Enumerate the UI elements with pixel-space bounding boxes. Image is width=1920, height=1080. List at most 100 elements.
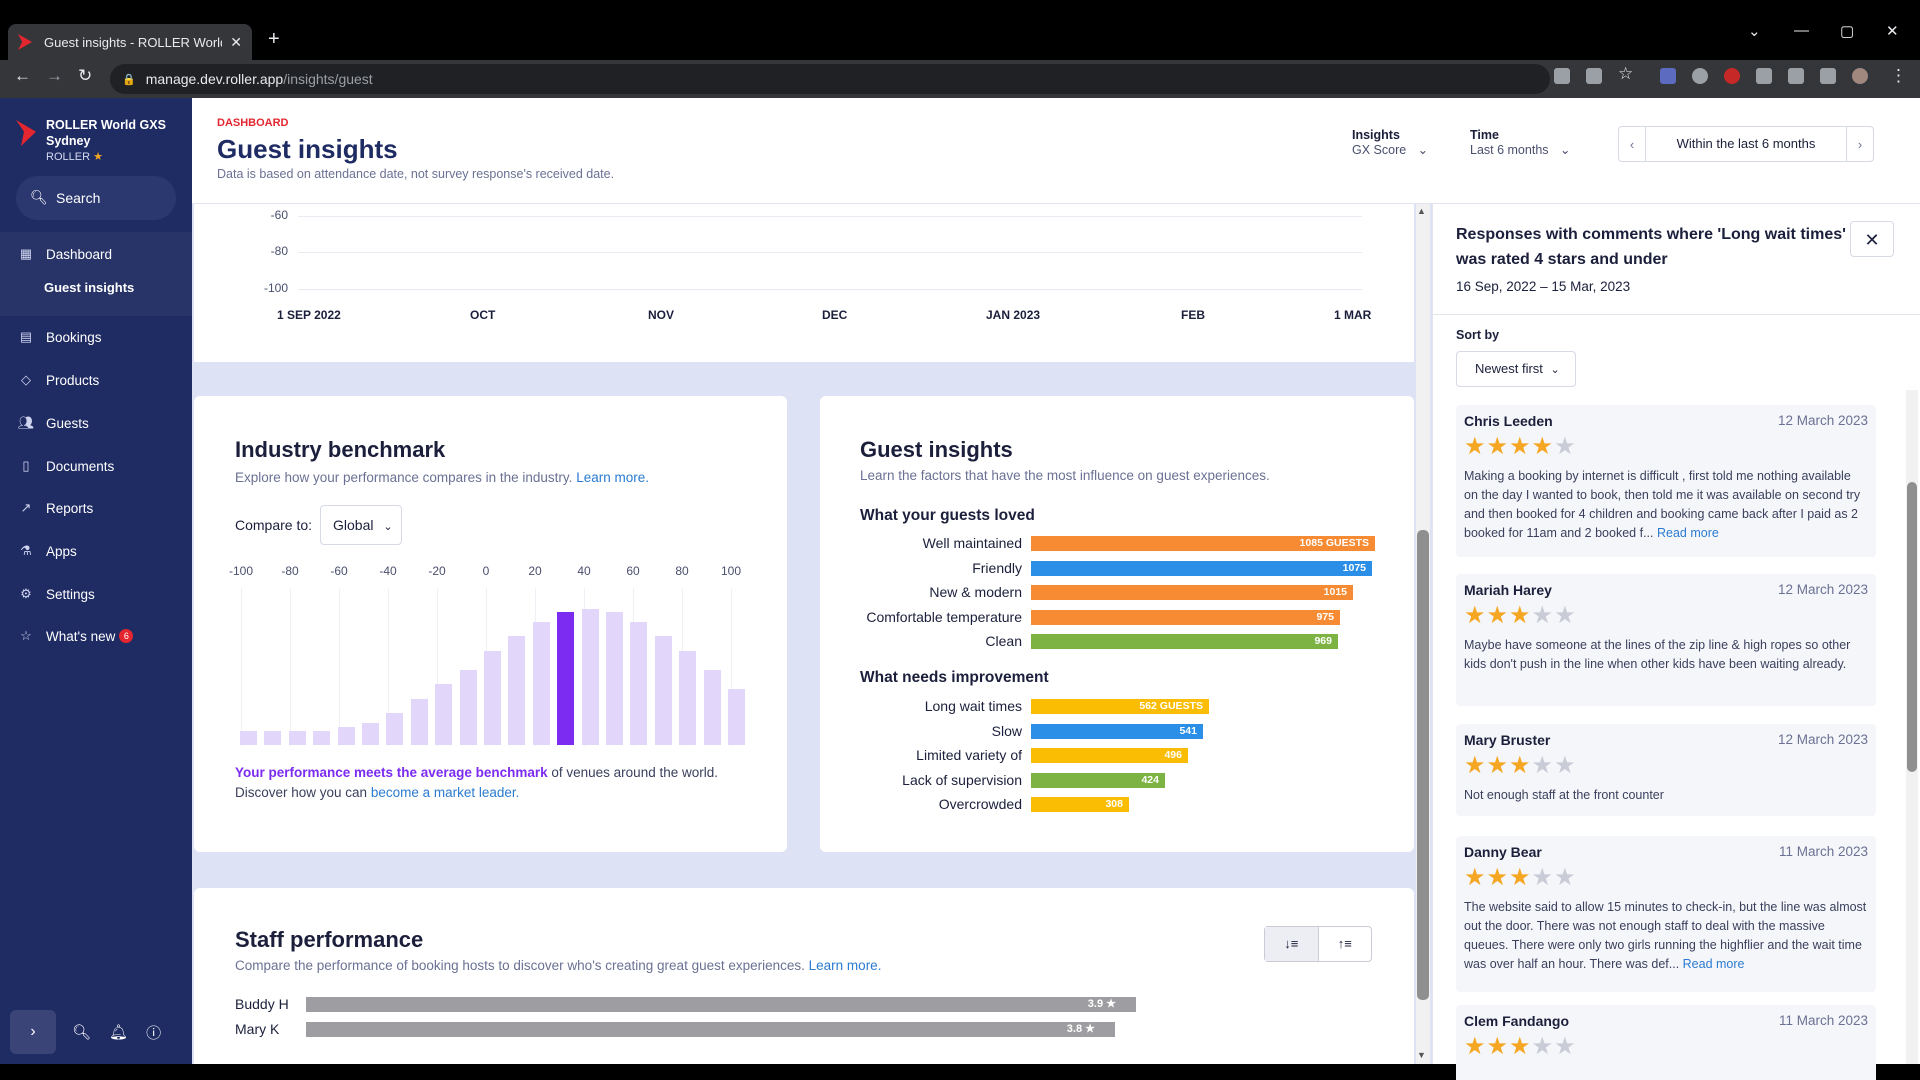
benchmark-gridline: [388, 588, 389, 746]
dashboard-group: [0, 232, 192, 316]
minimize-icon[interactable]: —: [1794, 22, 1809, 39]
reload-icon[interactable]: ↻: [78, 66, 93, 85]
sort-select[interactable]: Newest first ⌄: [1456, 351, 1576, 387]
prev-range-button[interactable]: ‹: [1629, 136, 1635, 152]
staff-performance-card: [194, 888, 1414, 1064]
maximize-icon[interactable]: ▢: [1840, 23, 1855, 40]
review-text: Making a booking by internet is difficul…: [1464, 469, 1861, 540]
camera-icon[interactable]: [1554, 68, 1570, 84]
benchmark-tick: -100: [228, 564, 254, 578]
insights-select[interactable]: Insights GX Score ⌄: [1352, 128, 1429, 157]
star-filled-icon: ★: [1531, 433, 1555, 460]
insight-bar: 975: [1031, 609, 1340, 625]
apps-icon: ⚗: [20, 543, 32, 558]
puzzle-icon[interactable]: [1756, 68, 1772, 84]
roller-favicon-icon: [18, 34, 32, 50]
url-host: manage.dev.roller.app: [145, 71, 284, 87]
benchmark-bar: [606, 612, 623, 745]
share-icon[interactable]: [1586, 68, 1602, 84]
next-range-button[interactable]: ›: [1857, 136, 1863, 152]
back-icon[interactable]: ←: [14, 66, 31, 85]
menu-icon[interactable]: ⋮: [1890, 66, 1907, 85]
breadcrumb[interactable]: DASHBOARD: [217, 117, 289, 129]
review-header: Chris Leeden 12 March 2023: [1464, 413, 1868, 429]
insight-label: Lack of supervision: [902, 771, 1022, 788]
profile-avatar[interactable]: [1852, 68, 1868, 84]
sidebar-item-documents[interactable]: ▯ Documents: [18, 458, 114, 474]
star-filled-icon: ★: [1509, 864, 1532, 891]
calendar-icon: ▤: [19, 329, 33, 344]
review-header: Mariah Harey 12 March 2023: [1464, 582, 1868, 598]
star-filled-icon: ★: [1464, 433, 1487, 460]
review-header: Danny Bear 11 March 2023: [1464, 844, 1868, 860]
tag-icon: ◇: [21, 372, 31, 387]
gear-icon: ⚙: [20, 586, 32, 601]
help-icon[interactable]: ⓘ: [146, 1024, 162, 1042]
read-more-link[interactable]: Read more: [1656, 526, 1719, 540]
market-leader-link[interactable]: become a market leader.: [370, 785, 520, 800]
insight-label: Comfortable temperature: [866, 608, 1022, 625]
sort-descending-icon[interactable]: ↓≡: [1265, 927, 1318, 961]
star-empty-icon: ★: [1554, 752, 1577, 779]
sidebar-item-bookings[interactable]: ▤ Bookings: [19, 329, 102, 345]
sidebar-item-products[interactable]: ◇ Products: [18, 372, 99, 388]
tab-search-icon[interactable]: ⌄: [1748, 23, 1761, 40]
benchmark-bar: [484, 651, 501, 745]
benchmark-title: Industry benchmark: [235, 437, 446, 462]
scroll-down-icon[interactable]: ▼: [1417, 1050, 1426, 1060]
browser-tab[interactable]: Guest insights - ROLLER World G ✕: [8, 24, 252, 60]
star-filled-icon: ★: [1486, 752, 1510, 779]
address-bar[interactable]: 🔒 manage.dev.roller.app/insights/guest: [110, 64, 1550, 94]
extension-icon[interactable]: [1724, 68, 1740, 84]
page-subtitle: Data is based on attendance date, not su…: [217, 167, 615, 181]
star-filled-icon: ★: [1486, 864, 1510, 891]
venue-org: ROLLER ★: [46, 151, 103, 163]
sidebar-item-reports[interactable]: ↗ Reports: [18, 500, 94, 516]
close-tab-icon[interactable]: ✕: [230, 33, 242, 50]
read-more-link[interactable]: Read more: [1682, 957, 1745, 971]
sidepanel-icon[interactable]: [1820, 68, 1836, 84]
insight-label: Limited variety of: [916, 747, 1022, 763]
forward-icon[interactable]: →: [46, 66, 63, 85]
gridline: [298, 216, 1362, 217]
expand-sidebar-button[interactable]: ›: [10, 1010, 56, 1054]
close-window-icon[interactable]: ✕: [1886, 23, 1899, 40]
bell-icon[interactable]: 🔔︎: [109, 1024, 129, 1041]
venue-name[interactable]: ROLLER World GXS Sydney: [46, 118, 166, 148]
insight-bar: 424: [1031, 772, 1165, 788]
trend-chart: [194, 204, 1414, 362]
search-icon[interactable]: 🔍︎: [72, 1024, 92, 1041]
guest-insights-desc: Learn the factors that have the most inf…: [860, 468, 1270, 483]
bookmark-star-icon[interactable]: ☆: [1618, 64, 1634, 83]
benchmark-gridline: [437, 588, 438, 746]
media-icon[interactable]: [1788, 68, 1804, 84]
new-tab-icon[interactable]: +: [268, 28, 280, 50]
benchmark-bar: [362, 723, 379, 745]
sidebar-item-settings[interactable]: ⚙ Settings: [18, 586, 95, 602]
x-tick: DEC: [822, 308, 848, 322]
benchmark-bar: [508, 636, 526, 745]
learn-more-link[interactable]: Learn more.: [576, 470, 649, 485]
compare-select[interactable]: Global ⌄: [320, 505, 402, 545]
time-select[interactable]: Time Last 6 months ⌄: [1470, 128, 1571, 157]
close-panel-button[interactable]: ✕: [1850, 221, 1894, 257]
chevron-down-icon: ⌄: [1417, 143, 1429, 157]
sidebar-item-dashboard[interactable]: ▦ Dashboard: [19, 246, 113, 262]
learn-more-link[interactable]: Learn more.: [808, 958, 882, 973]
star-empty-icon: ★: [1554, 602, 1577, 629]
sidebar-item-guests[interactable]: 👥︎ Guests: [17, 415, 89, 431]
sort-ascending-icon[interactable]: ↑≡: [1317, 927, 1372, 961]
sidebar-search[interactable]: 🔍︎ Search: [16, 176, 176, 220]
star-filled-icon: ★: [1509, 752, 1532, 779]
scroll-up-icon[interactable]: ▲: [1417, 206, 1426, 216]
sidebar-item-apps[interactable]: ⚗ Apps: [18, 543, 77, 559]
benchmark-result-bold: Your performance meets the average bench…: [235, 765, 548, 780]
x-tick: FEB: [1181, 308, 1205, 322]
sidebar-item-whats-new[interactable]: ☆ What's new 6: [18, 628, 134, 644]
main-scrollbar-thumb[interactable]: [1417, 530, 1429, 1000]
panel-scrollbar-thumb[interactable]: [1907, 482, 1917, 772]
insight-label: Friendly: [972, 559, 1022, 576]
extension-icon[interactable]: [1660, 68, 1676, 84]
extension-icon[interactable]: [1692, 68, 1708, 84]
sidebar-item-guest-insights[interactable]: Guest insights: [44, 280, 135, 295]
